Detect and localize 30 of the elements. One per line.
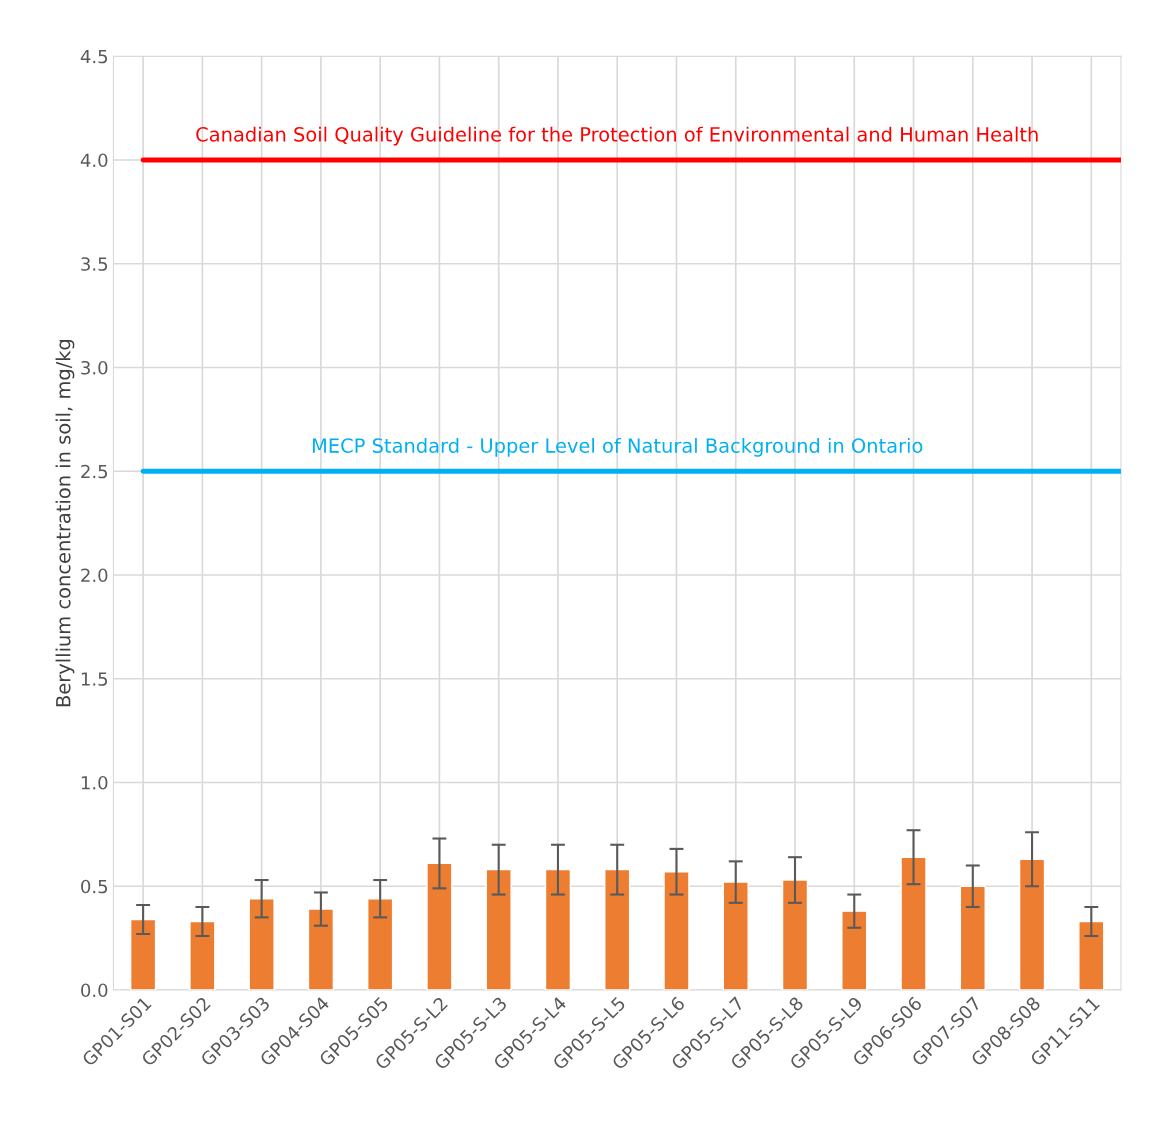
bar <box>485 868 512 990</box>
y-tick-label: 3.5 <box>81 257 108 271</box>
y-tick-label: 1.5 <box>81 672 108 686</box>
y-tick-label: 2.5 <box>81 464 108 479</box>
bar <box>900 856 927 990</box>
ref-line-label: Canadian Soil Quality Guideline for the Protection of Environmental and Human Health <box>196 126 1038 146</box>
bar <box>604 868 631 990</box>
bar <box>1018 858 1046 990</box>
y-tick-label: 3.0 <box>81 360 108 375</box>
y-tick-label: 1.0 <box>81 775 108 790</box>
bar <box>129 918 157 990</box>
y-axis-title: Beryllium concentration in soil, mg/kg <box>55 339 75 707</box>
bar <box>426 862 453 990</box>
bar <box>248 898 275 990</box>
bar <box>841 910 868 990</box>
bar <box>959 885 986 990</box>
bar <box>722 881 749 990</box>
bar <box>544 868 572 990</box>
bar <box>307 908 335 990</box>
ref-line-label: MECP Standard - Upper Level of Natural Background in Ontario <box>312 437 923 457</box>
bar <box>663 871 690 990</box>
y-tick-label: 0.5 <box>81 879 108 894</box>
y-tick-label: 2.0 <box>81 568 108 583</box>
bar <box>1078 920 1105 990</box>
y-tick-label: 4.5 <box>80 49 108 64</box>
y-tick-label: 4.0 <box>80 153 108 168</box>
bar <box>781 879 809 990</box>
bar <box>189 920 216 990</box>
y-tick-label: 0.0 <box>81 983 108 998</box>
bar <box>367 898 394 990</box>
